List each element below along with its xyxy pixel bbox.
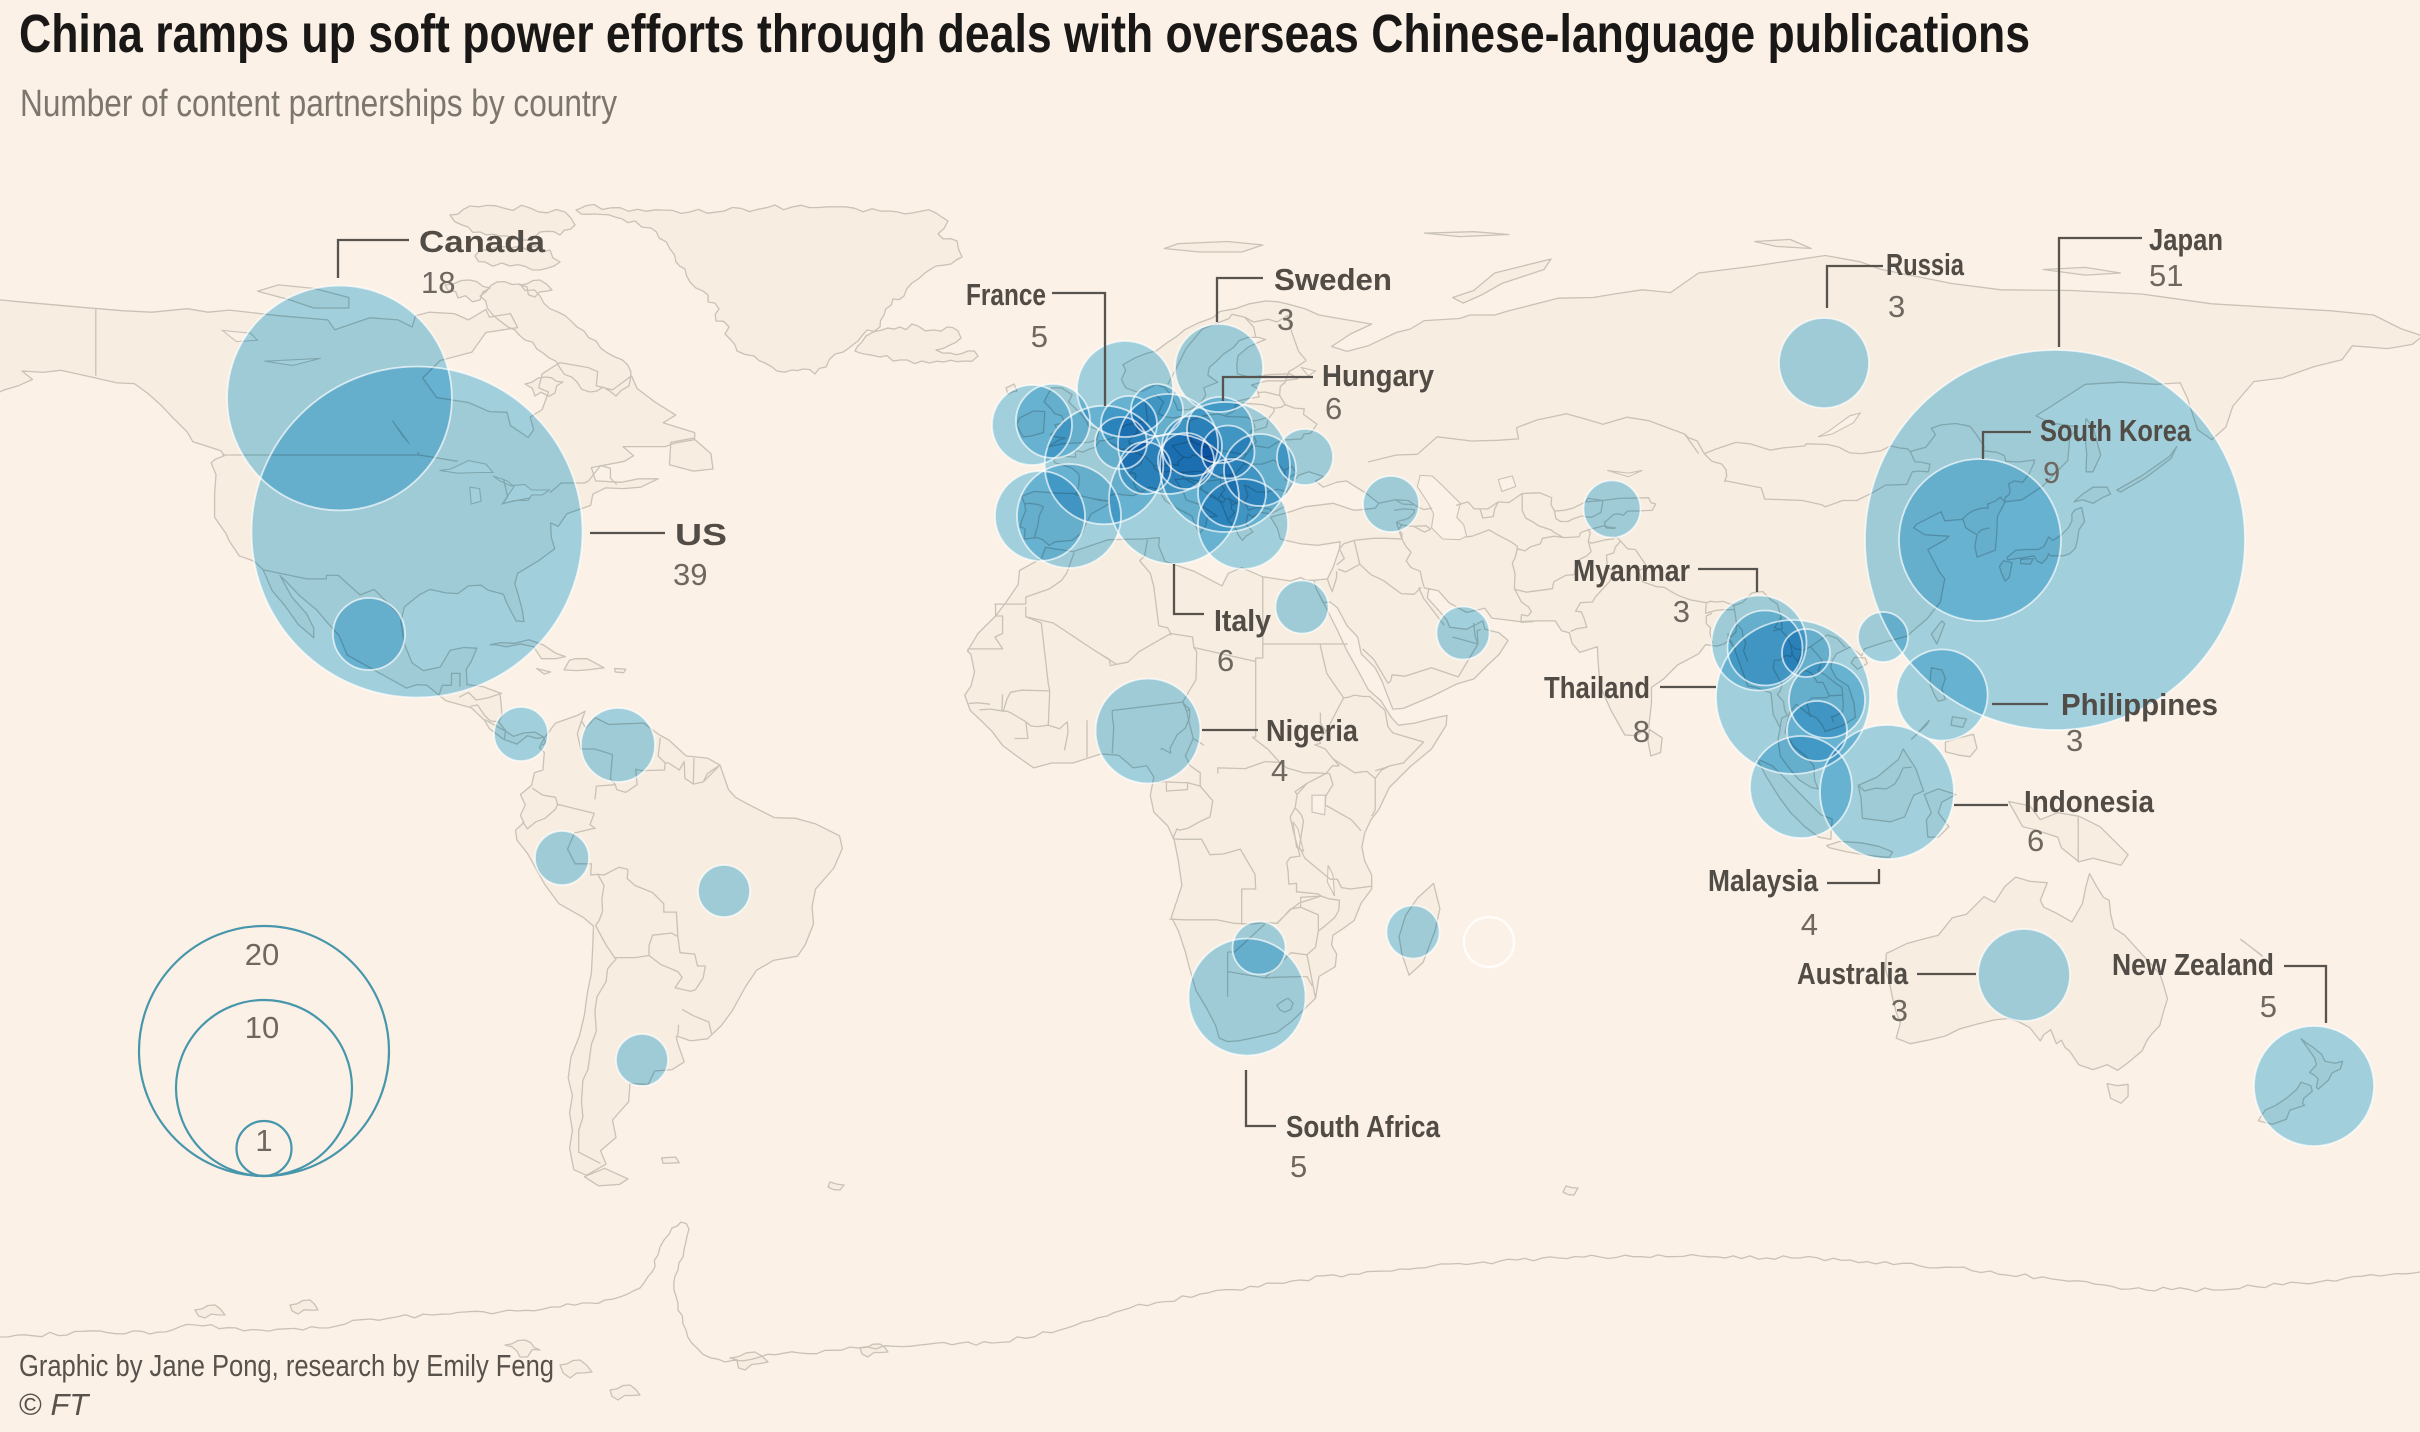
svg-text:Graphic by Jane Pong, research: Graphic by Jane Pong, research by Emily … — [19, 1348, 554, 1383]
svg-text:China ramps up soft power effo: China ramps up soft power efforts throug… — [19, 4, 2030, 64]
svg-text:9: 9 — [2043, 455, 2060, 490]
svg-text:Malaysia: Malaysia — [1708, 863, 1819, 898]
svg-text:51: 51 — [2149, 258, 2183, 293]
svg-text:Myanmar: Myanmar — [1573, 553, 1690, 588]
svg-text:© FT: © FT — [19, 1387, 90, 1422]
svg-text:Indonesia: Indonesia — [2024, 784, 2155, 819]
svg-text:Hungary: Hungary — [1322, 358, 1435, 393]
svg-text:Nigeria: Nigeria — [1266, 713, 1359, 748]
svg-text:20: 20 — [245, 937, 279, 972]
svg-text:Sweden: Sweden — [1274, 262, 1392, 297]
svg-text:Russia: Russia — [1886, 247, 1965, 282]
svg-text:Australia: Australia — [1797, 956, 1909, 991]
svg-text:5: 5 — [1290, 1149, 1307, 1184]
svg-text:10: 10 — [245, 1010, 279, 1045]
svg-text:France: France — [966, 277, 1046, 312]
svg-text:8: 8 — [1633, 714, 1650, 749]
svg-text:Japan: Japan — [2149, 222, 2223, 257]
svg-text:New Zealand: New Zealand — [2112, 947, 2274, 982]
svg-text:6: 6 — [1217, 643, 1234, 678]
svg-text:18: 18 — [421, 265, 455, 300]
svg-text:4: 4 — [1801, 907, 1818, 942]
svg-text:Canada: Canada — [419, 224, 546, 259]
svg-text:Philippines: Philippines — [2061, 687, 2218, 722]
svg-text:Thailand: Thailand — [1544, 670, 1650, 705]
svg-text:5: 5 — [1031, 319, 1048, 354]
svg-text:3: 3 — [2066, 723, 2083, 758]
svg-text:4: 4 — [1271, 753, 1288, 788]
svg-text:Italy: Italy — [1214, 603, 1272, 638]
svg-text:3: 3 — [1277, 302, 1294, 337]
svg-text:1: 1 — [255, 1123, 272, 1158]
svg-text:South Africa: South Africa — [1286, 1109, 1441, 1144]
svg-text:3: 3 — [1891, 993, 1908, 1028]
svg-text:US: US — [675, 517, 727, 552]
svg-text:5: 5 — [2260, 989, 2277, 1024]
svg-text:Number of content partnerships: Number of content partnerships by countr… — [20, 83, 617, 125]
svg-text:3: 3 — [1888, 289, 1905, 324]
svg-text:39: 39 — [673, 557, 707, 592]
svg-text:6: 6 — [2027, 823, 2044, 858]
svg-text:3: 3 — [1673, 594, 1690, 629]
svg-text:South Korea: South Korea — [2040, 413, 2192, 448]
svg-text:6: 6 — [1325, 391, 1342, 426]
